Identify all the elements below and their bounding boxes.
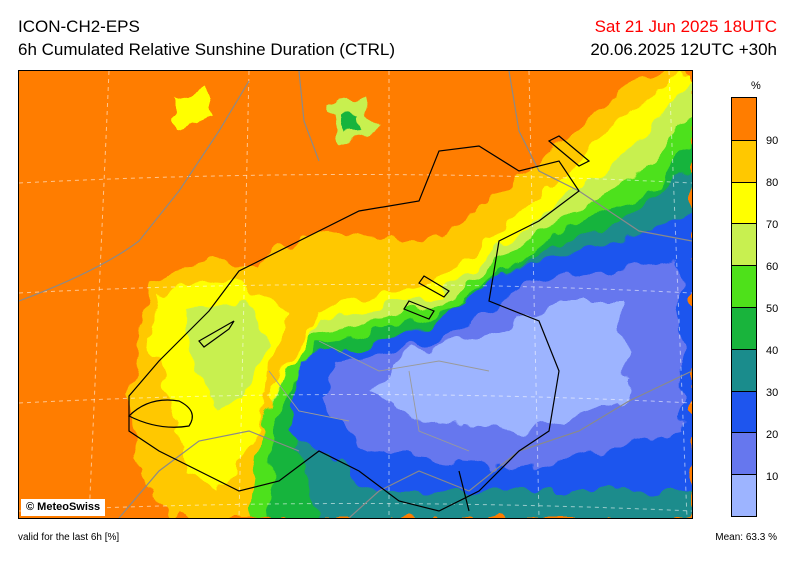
lake-geneva	[127, 399, 193, 428]
legend-tick-60: 60	[766, 261, 779, 273]
colorbar-segment	[732, 307, 756, 349]
valid-time: Sat 21 Jun 2025 18UTC	[594, 17, 777, 36]
graticule	[19, 71, 692, 518]
forecast-map: © MeteoSwiss	[18, 70, 693, 519]
legend-tick-20: 20	[766, 429, 779, 441]
country-borders	[19, 71, 692, 518]
patch-north-green	[339, 113, 361, 131]
copyright-label: © MeteoSwiss	[21, 499, 106, 516]
swiss-border	[127, 135, 591, 512]
legend-tick-40: 40	[766, 345, 779, 357]
legend-tick-90: 90	[766, 135, 779, 147]
colorbar	[731, 97, 757, 517]
legend-tick-30: 30	[766, 387, 779, 399]
canton-borders	[268, 340, 490, 452]
colorbar-segment	[732, 390, 756, 433]
legend-unit: %	[751, 80, 761, 92]
product-title: 6h Cumulated Relative Sunshine Duration …	[18, 40, 396, 59]
legend-tick-70: 70	[766, 219, 779, 231]
area-west-lime	[184, 301, 269, 411]
lake-maggiore	[458, 470, 470, 512]
validity-note: valid for the last 6h [%]	[18, 532, 120, 543]
lake-neuchatel	[198, 320, 235, 348]
legend-tick-10: 10	[766, 471, 779, 483]
lake-zurich	[418, 275, 450, 298]
legend-tick-50: 50	[766, 303, 779, 315]
colorbar-segment	[732, 432, 756, 475]
colorbar-segment	[732, 348, 756, 391]
colorbar-segment	[732, 223, 756, 266]
mean-value: Mean: 63.3 %	[715, 532, 777, 543]
colorbar-segment	[732, 265, 756, 307]
legend-tick-80: 80	[766, 177, 779, 189]
run-info: 20.06.2025 12UTC +30h	[590, 40, 777, 59]
model-title: ICON-CH2-EPS	[18, 17, 140, 36]
sunshine-field	[129, 71, 692, 518]
colorbar-segment	[732, 474, 756, 516]
area-0-10	[369, 301, 629, 431]
map-canvas	[19, 71, 692, 518]
colorbar-segment	[732, 98, 756, 140]
patch-north-yellow	[169, 91, 214, 126]
lake-constance	[547, 135, 591, 167]
colorbar-segment	[732, 139, 756, 182]
lake-lucerne	[403, 300, 435, 320]
colorbar-segment	[732, 181, 756, 224]
